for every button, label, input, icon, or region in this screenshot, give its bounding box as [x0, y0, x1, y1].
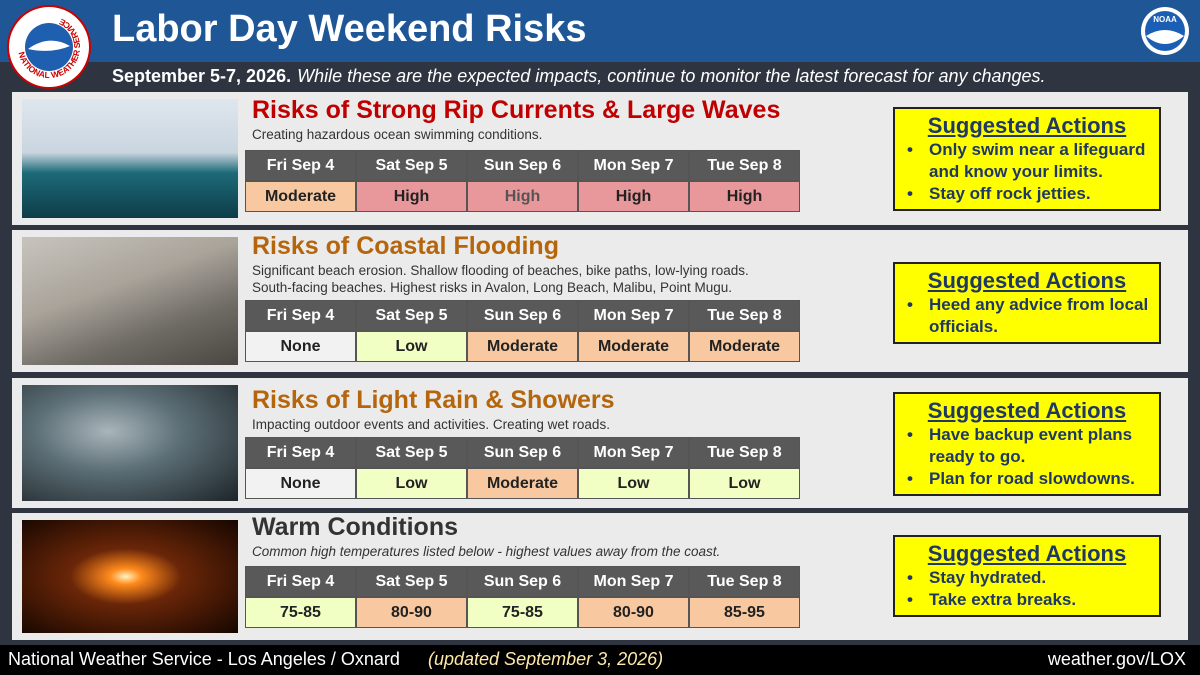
date: September 5-7, 2026. [112, 66, 292, 86]
section-description: Significant beach erosion. Shallow flood… [252, 263, 749, 278]
section-description: Creating hazardous ocean swimming condit… [252, 127, 543, 142]
day-header: Fri Sep 4 [245, 566, 356, 597]
risk-cell: High [689, 181, 800, 212]
risk-cell: Low [356, 331, 467, 362]
section-description: Impacting outdoor events and activities.… [252, 417, 610, 432]
section-photo [22, 99, 238, 218]
actions-heading: Suggested Actions [927, 268, 1127, 293]
day-header: Fri Sep 4 [245, 300, 356, 331]
day-header: Mon Sep 7 [578, 566, 689, 597]
day-header: Tue Sep 8 [689, 566, 800, 597]
action-item: Take extra breaks. [905, 589, 1149, 611]
day-header: Sun Sep 6 [467, 437, 578, 468]
day-header: Sat Sep 5 [356, 566, 467, 597]
action-item: Heed any advice from local officials. [905, 294, 1149, 338]
risk-cell: High [356, 181, 467, 212]
day-header: Sun Sep 6 [467, 300, 578, 331]
actions-heading: Suggested Actions [927, 113, 1127, 138]
section-photo [22, 385, 238, 501]
section-photo [22, 520, 238, 633]
footer-updated: (updated September 3, 2026) [428, 649, 664, 669]
day-header: Mon Sep 7 [578, 150, 689, 181]
section-panel: Risks of Light Rain & Showers Impacting o… [12, 378, 1188, 508]
day-header: Fri Sep 4 [245, 437, 356, 468]
risk-cell: 85-95 [689, 597, 800, 628]
risk-cell: High [467, 181, 578, 212]
risk-cell: Low [578, 468, 689, 499]
action-item: Only swim near a lifeguard and know your… [905, 139, 1149, 183]
title: Labor Day Weekend Risks [112, 8, 587, 50]
day-header: Sat Sep 5 [356, 150, 467, 181]
risk-cell: High [578, 181, 689, 212]
action-item: Plan for road slowdowns. [905, 468, 1149, 490]
risk-cell: None [245, 468, 356, 499]
section-title: Risks of Light Rain & Showers [252, 386, 615, 414]
section-title: Warm Conditions [252, 513, 459, 541]
actions-box: Suggested ActionsStay hydrated.Take extr… [893, 535, 1161, 617]
risk-cell: Low [356, 468, 467, 499]
section-panel: Risks of Strong Rip Currents & Large Wav… [12, 92, 1188, 225]
noaa-logo: NOAA [1141, 7, 1189, 55]
risk-cell: Moderate [245, 181, 356, 212]
section-panel: Risks of Coastal Flooding Significant bea… [12, 230, 1188, 372]
actions-box: Suggested ActionsHeed any advice from lo… [893, 262, 1161, 344]
risk-cell: Moderate [467, 331, 578, 362]
risk-cell: 80-90 [356, 597, 467, 628]
action-item: Stay hydrated. [905, 567, 1149, 589]
section-photo [22, 237, 238, 365]
footer-bar [0, 645, 1200, 675]
section-title: Risks of Strong Rip Currents & Large Wav… [252, 96, 781, 124]
risk-cell: 75-85 [467, 597, 578, 628]
subtitle: September 5-7, 2026. While these are the … [112, 66, 1046, 87]
section-description: South-facing beaches. Highest risks in A… [252, 280, 733, 295]
header-bar [0, 0, 1200, 62]
risk-cell: 80-90 [578, 597, 689, 628]
day-header: Fri Sep 4 [245, 150, 356, 181]
day-header: Sat Sep 5 [356, 300, 467, 331]
risk-cell: Moderate [467, 468, 578, 499]
day-header: Sat Sep 5 [356, 437, 467, 468]
action-item: Have backup event plans ready to go. [905, 424, 1149, 468]
actions-box: Suggested ActionsOnly swim near a lifegu… [893, 107, 1161, 211]
day-header: Tue Sep 8 [689, 300, 800, 331]
section-description: Common high temperatures listed below - … [252, 544, 721, 559]
day-header: Tue Sep 8 [689, 437, 800, 468]
actions-heading: Suggested Actions [927, 398, 1127, 423]
day-header: Mon Sep 7 [578, 437, 689, 468]
footer-office: National Weather Service - Los Angeles /… [8, 649, 400, 669]
risk-cell: Low [689, 468, 800, 499]
risk-cell: Moderate [689, 331, 800, 362]
actions-heading: Suggested Actions [927, 541, 1127, 566]
day-header: Mon Sep 7 [578, 300, 689, 331]
day-header: Sun Sep 6 [467, 150, 578, 181]
day-header: Sun Sep 6 [467, 566, 578, 597]
risk-cell: 75-85 [245, 597, 356, 628]
logo-text: NOAA [1153, 15, 1177, 24]
footer-url: weather.gov/LOX [1047, 649, 1186, 669]
risk-cell: Moderate [578, 331, 689, 362]
day-header: Tue Sep 8 [689, 150, 800, 181]
actions-box: Suggested ActionsHave backup event plans… [893, 392, 1161, 496]
nws-logo: NATIONAL WEATHER SERVICE [7, 5, 91, 89]
note: While these are the expected impacts, co… [297, 66, 1046, 86]
action-item: Stay off rock jetties. [905, 183, 1149, 205]
section-panel: Warm Conditions Common high temperatures … [12, 513, 1188, 640]
section-title: Risks of Coastal Flooding [252, 232, 559, 260]
risk-cell: None [245, 331, 356, 362]
